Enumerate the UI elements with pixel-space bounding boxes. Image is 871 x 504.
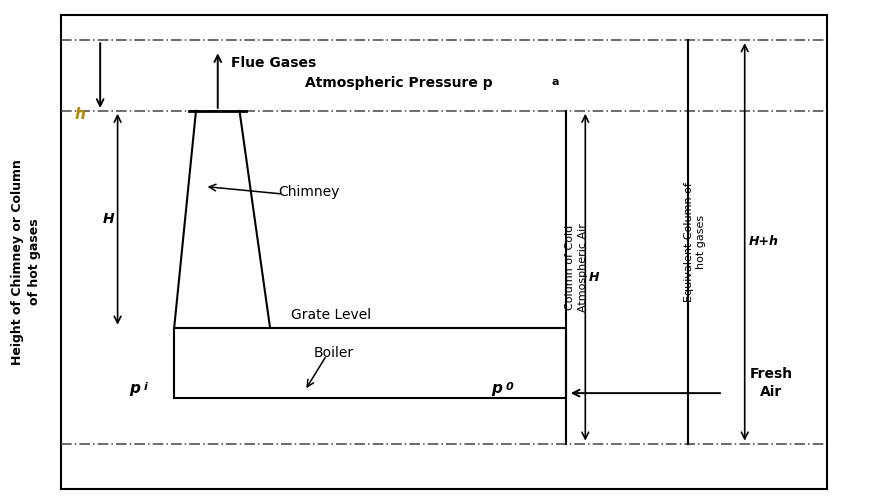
Text: Equivalent Column of
hot gases: Equivalent Column of hot gases — [684, 182, 706, 302]
Text: Height of Chimney or Column
of hot gases: Height of Chimney or Column of hot gases — [11, 159, 41, 365]
Text: h: h — [75, 107, 85, 122]
Text: p: p — [491, 381, 502, 396]
Text: 0: 0 — [505, 382, 513, 392]
Text: p: p — [130, 381, 140, 396]
Bar — [174, 328, 566, 398]
Text: a: a — [551, 77, 559, 87]
Text: Column of Cold
Atmospheric Air: Column of Cold Atmospheric Air — [565, 223, 588, 311]
Text: H+h: H+h — [749, 235, 779, 248]
Text: Atmospheric Pressure p: Atmospheric Pressure p — [305, 76, 492, 90]
Text: H: H — [103, 212, 115, 226]
Text: Grate Level: Grate Level — [291, 307, 371, 322]
Text: Flue Gases: Flue Gases — [231, 56, 316, 70]
Bar — [61, 15, 827, 489]
Text: i: i — [144, 382, 147, 392]
Text: Fresh
Air: Fresh Air — [749, 367, 793, 399]
Text: Chimney: Chimney — [279, 184, 340, 199]
Text: Boiler: Boiler — [314, 346, 354, 360]
Text: H: H — [589, 271, 599, 284]
